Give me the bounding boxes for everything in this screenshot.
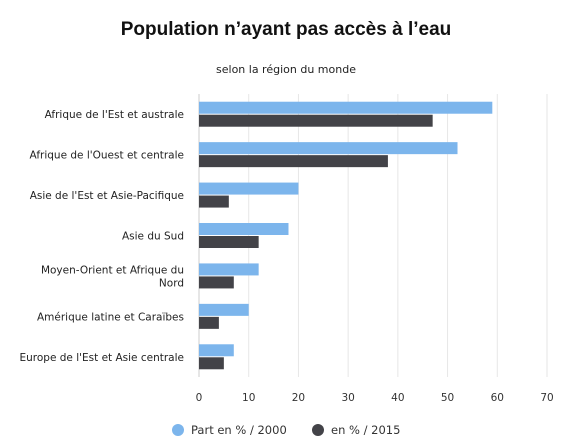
category-label: Afrique de l'Ouest et centrale: [30, 150, 184, 162]
x-tick-label: 50: [441, 392, 454, 404]
bar-series-0-3[interactable]: [199, 223, 289, 235]
bar-series-1-6[interactable]: [199, 357, 224, 370]
bars: [199, 101, 493, 370]
legend-item-1[interactable]: en % / 2015: [312, 423, 400, 437]
x-tick-label: 10: [242, 392, 255, 404]
category-labels: Afrique de l'Est et australe Afrique de l…: [19, 109, 184, 364]
category-label: Moyen-Orient et Afrique du: [41, 264, 184, 276]
legend-marker: [172, 424, 184, 436]
legend-marker: [312, 424, 324, 436]
category-label: Nord: [159, 277, 184, 289]
category-label: Asie de l'Est et Asie-Pacifique: [30, 190, 184, 202]
bar-series-1-2[interactable]: [199, 195, 229, 208]
chart-title: Population n’ayant pas accès à l’eau: [121, 19, 452, 40]
bar-series-0-6[interactable]: [199, 344, 234, 357]
category-label: Europe de l'Est et Asie centrale: [19, 352, 184, 364]
x-tick-label: 40: [391, 392, 404, 404]
category-label: Afrique de l'Est et australe: [45, 109, 184, 121]
legend-label: en % / 2015: [331, 423, 400, 437]
legend[interactable]: Part en % / 2000 en % / 2015: [172, 423, 400, 437]
chart-subtitle: selon la région du monde: [216, 63, 356, 76]
category-label: Asie du Sud: [122, 231, 184, 243]
x-tick-label: 30: [341, 392, 354, 404]
bar-series-1-1[interactable]: [199, 155, 388, 168]
legend-label: Part en % / 2000: [191, 423, 287, 437]
bar-series-0-5[interactable]: [199, 303, 249, 316]
grid: [198, 94, 548, 377]
bar-series-0-2[interactable]: [199, 182, 299, 195]
bar-series-1-5[interactable]: [199, 316, 219, 329]
x-tick-label: 20: [292, 392, 305, 404]
bar-series-0-1[interactable]: [199, 142, 458, 155]
bar-series-0-4[interactable]: [199, 263, 259, 276]
x-tick-label: 70: [540, 392, 553, 404]
x-tick-label: 0: [196, 392, 203, 404]
bar-series-1-0[interactable]: [199, 114, 433, 127]
bar-series-1-3[interactable]: [199, 236, 259, 248]
bar-series-1-4[interactable]: [199, 276, 234, 289]
x-tick-label: 60: [491, 392, 504, 404]
category-label: Amérique latine et Caraïbes: [37, 311, 184, 323]
legend-item-0[interactable]: Part en % / 2000: [172, 423, 287, 437]
x-axis-ticks: 0 10 20 30 40 50 60 70: [196, 392, 554, 404]
bar-series-0-0[interactable]: [199, 101, 493, 114]
